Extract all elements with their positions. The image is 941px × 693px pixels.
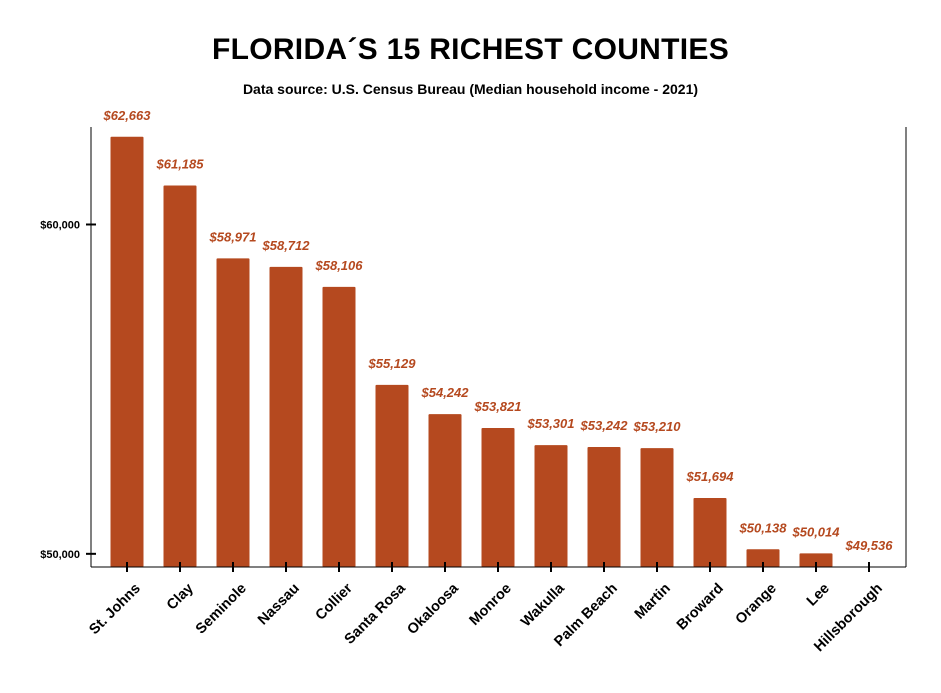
category-label: Collier: [313, 580, 356, 623]
chart-subtitle: Data source: U.S. Census Bureau (Median …: [242, 81, 699, 97]
category-label: Lee: [804, 581, 833, 610]
bar: [587, 447, 621, 567]
category-label: Nassau: [255, 581, 303, 629]
bar: [428, 414, 462, 567]
value-label: $62,663: [103, 108, 152, 123]
category-label: Wakulla: [518, 580, 568, 630]
category-label: St. Johns: [86, 581, 143, 638]
value-label: $54,242: [421, 385, 470, 400]
value-label: $49,536: [845, 538, 894, 553]
bar: [481, 427, 515, 567]
category-label: Martin: [632, 581, 674, 623]
y-tick-label: $60,000: [40, 219, 80, 231]
value-label: $58,106: [315, 258, 364, 273]
value-label: $53,301: [527, 416, 575, 431]
bar: [799, 553, 833, 567]
category-label: Seminole: [193, 581, 250, 638]
value-label: $50,138: [739, 520, 788, 535]
bar: [693, 498, 727, 567]
value-label: $53,210: [633, 419, 682, 434]
bar: [375, 384, 409, 567]
y-tick-label: $50,000: [40, 549, 80, 561]
value-label: $58,971: [209, 229, 257, 244]
value-label: $53,242: [580, 418, 629, 433]
bar: [216, 258, 250, 567]
bar: [534, 445, 568, 567]
chart-title: FLORIDA´S 15 RICHEST COUNTIES: [211, 33, 730, 66]
category-label: Monroe: [466, 581, 514, 629]
value-label: $51,694: [686, 469, 735, 484]
value-label: $58,712: [262, 238, 311, 253]
value-label: $61,185: [156, 156, 205, 171]
category-label: Okaloosa: [404, 580, 462, 638]
bar: [110, 136, 144, 567]
value-label: $55,129: [368, 356, 417, 371]
category-label: Orange: [733, 581, 780, 628]
bar: [640, 448, 674, 567]
bar: [163, 185, 197, 568]
category-label: Broward: [674, 581, 727, 634]
bar: [269, 266, 303, 567]
value-label: $53,821: [474, 399, 522, 414]
category-label: Clay: [164, 581, 197, 614]
value-label: $50,014: [792, 524, 841, 539]
bar: [746, 549, 780, 567]
bar: [322, 286, 356, 567]
